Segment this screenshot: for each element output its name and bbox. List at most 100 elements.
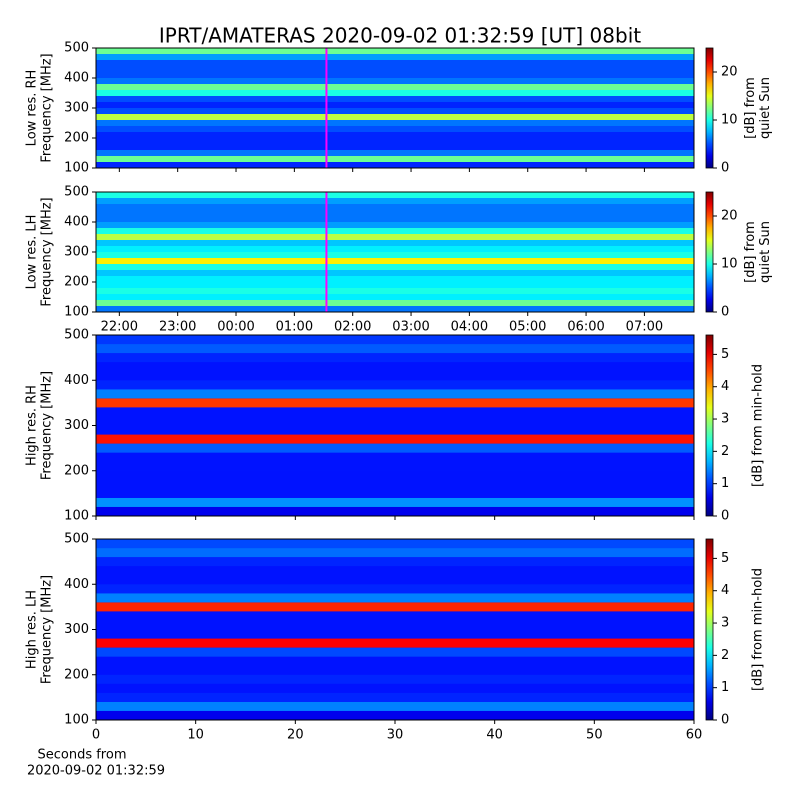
colorbar-tick-label: 20: [721, 65, 738, 80]
heatmap-cell: [96, 506, 694, 516]
y-tick-label: 200: [64, 463, 89, 478]
heatmap-cell: [96, 234, 694, 240]
heatmap-cell: [96, 90, 694, 96]
x-tick-label: 60: [686, 728, 703, 743]
heatmap-cell: [96, 335, 694, 345]
y-tick-label: 100: [64, 509, 89, 524]
heatmap-cell: [96, 452, 694, 462]
colorbar-tick-label: 3: [721, 616, 729, 631]
heatmap-cell: [96, 306, 694, 312]
y-axis-label: Frequency [MHz]: [40, 575, 55, 684]
heatmap-cell: [96, 488, 694, 498]
y-axis-label: High res. LH: [25, 590, 40, 669]
heatmap-cell: [96, 674, 694, 684]
heatmap-cell: [96, 629, 694, 639]
y-tick-label: 300: [64, 418, 89, 433]
y-tick-label: 500: [64, 328, 89, 343]
heatmap-cell: [96, 54, 694, 60]
colorbar-tick-label: 5: [721, 347, 729, 362]
x-tick-label: 40: [486, 728, 503, 743]
heatmap-cell: [96, 162, 694, 168]
heatmap-cell: [96, 398, 694, 408]
x-tick-label: 30: [387, 728, 404, 743]
heatmap-cell: [96, 282, 694, 288]
x-tick-label: 07:00: [626, 320, 663, 335]
x-tick-label: 10: [187, 728, 204, 743]
figure-title: IPRT/AMATERAS 2020-09-02 01:32:59 [UT] 0…: [159, 24, 641, 48]
y-axis-label: High res. RH: [25, 385, 40, 466]
heatmap-cell: [96, 470, 694, 480]
y-tick-label: 500: [64, 185, 89, 200]
colorbar-tick-label: 20: [721, 209, 738, 224]
heatmap-cell: [96, 138, 694, 144]
heatmap-cell: [96, 461, 694, 471]
heatmap-cell: [96, 593, 694, 603]
x-tick-label: 05:00: [509, 320, 546, 335]
heatmap-cell: [96, 60, 694, 66]
y-tick-label: 200: [64, 131, 89, 146]
heatmap-cell: [96, 72, 694, 78]
colorbar: [705, 47, 714, 169]
heatmap-cell: [96, 407, 694, 417]
heatmap-cell: [96, 120, 694, 126]
heatmap-cell: [96, 434, 694, 444]
heatmap-cell: [96, 683, 694, 693]
y-tick-label: 300: [64, 622, 89, 637]
heatmap-cell: [96, 665, 694, 675]
heatmap-cell: [96, 548, 694, 558]
colorbar-tick-label: 1: [721, 680, 729, 695]
colorbar-tick-label: 10: [721, 113, 738, 128]
heatmap-cell: [96, 294, 694, 300]
y-axis-label: Low res. RH: [25, 70, 40, 147]
heatmap-cell: [96, 288, 694, 294]
heatmap-cell: [96, 380, 694, 390]
colorbar-tick-label: 5: [721, 551, 729, 566]
heatmap-cell: [96, 198, 694, 204]
x-tick-label: 0: [92, 728, 100, 743]
x-axis-label: Seconds from: [37, 748, 126, 763]
heatmap-cell: [96, 371, 694, 381]
colorbar: [705, 538, 714, 721]
y-axis-label: Low res. LH: [25, 215, 40, 290]
colorbar-label: [dB] from: [743, 77, 758, 139]
colorbar-tick-label: 2: [721, 648, 729, 663]
x-axis-label: 2020-09-02 01:32:59: [27, 764, 165, 779]
colorbar-label: [dB] from min-hold: [751, 568, 766, 691]
y-axis-label: Frequency [MHz]: [40, 371, 55, 480]
colorbar: [705, 191, 714, 313]
heatmap-cell: [96, 710, 694, 720]
heatmap-cell: [96, 656, 694, 666]
heatmap-cell: [96, 566, 694, 576]
heatmap-cell: [96, 270, 694, 276]
heatmap-cell: [96, 240, 694, 246]
y-tick-label: 500: [64, 532, 89, 547]
heatmap-cell: [96, 108, 694, 114]
heatmap-cell: [96, 252, 694, 258]
heatmap-cell: [96, 362, 694, 372]
heatmap-cell: [96, 425, 694, 435]
x-tick-label: 01:00: [276, 320, 313, 335]
x-tick-label: 00:00: [217, 320, 254, 335]
heatmap-cell: [96, 389, 694, 399]
colorbar-label: [dB] from min-hold: [751, 364, 766, 487]
heatmap-cell: [96, 416, 694, 426]
heatmap-cell: [96, 692, 694, 702]
colorbar-tick-label: 0: [721, 509, 729, 524]
x-tick-label: 50: [586, 728, 603, 743]
heatmap-cell: [96, 701, 694, 711]
colorbar-label: quiet Sun: [758, 221, 773, 283]
colorbar-tick-label: 0: [721, 713, 729, 728]
y-tick-label: 100: [64, 713, 89, 728]
heatmap-cell: [96, 132, 694, 138]
colorbar: [705, 334, 714, 517]
x-tick-label: 06:00: [567, 320, 604, 335]
y-tick-label: 100: [64, 161, 89, 176]
heatmap-cell: [96, 102, 694, 108]
y-tick-label: 400: [64, 577, 89, 592]
heatmap-cell: [96, 276, 694, 282]
colorbar-tick-label: 4: [721, 379, 729, 394]
heatmap-cell: [96, 353, 694, 363]
